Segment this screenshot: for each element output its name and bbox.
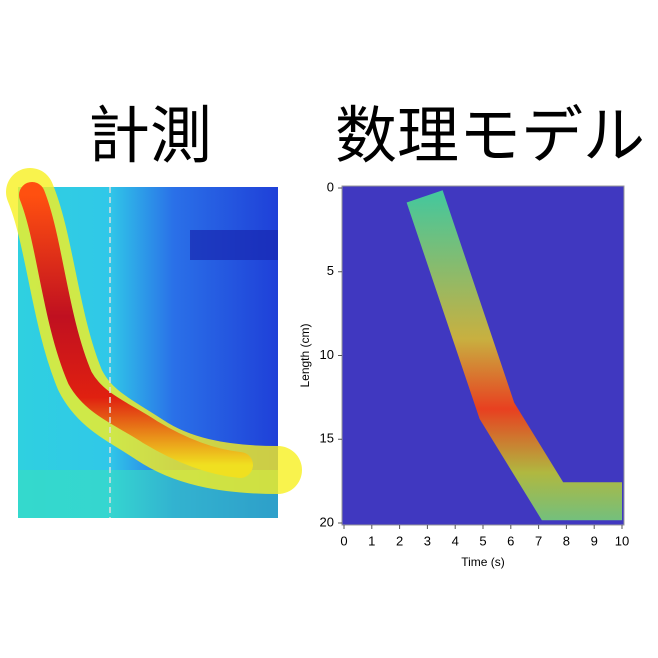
low-region — [190, 230, 278, 260]
x-tick-label: 6 — [507, 533, 514, 548]
y-tick-label: 5 — [327, 263, 334, 278]
y-tick-label: 20 — [320, 514, 334, 529]
x-tick-label: 2 — [396, 533, 403, 548]
ridge — [19, 182, 253, 478]
y-axis-label: Length (cm) — [298, 323, 312, 387]
x-tick-label: 7 — [535, 533, 542, 548]
x-tick-label: 5 — [479, 533, 486, 548]
y-tick-label: 10 — [320, 347, 334, 362]
x-tick-label: 4 — [452, 533, 459, 548]
x-axis-label: Time (s) — [461, 555, 505, 569]
x-tick-label: 8 — [563, 533, 570, 548]
x-tick-label: 10 — [615, 533, 629, 548]
measurement-image — [6, 168, 302, 518]
y-tick-label: 15 — [320, 431, 334, 446]
y-tick-label: 0 — [327, 179, 334, 194]
x-tick-label: 1 — [368, 533, 375, 548]
model-band — [406, 190, 622, 521]
x-tick-label: 3 — [424, 533, 431, 548]
x-tick-label: 9 — [591, 533, 598, 548]
x-tick-label: 0 — [340, 533, 347, 548]
right-title: 数理モデル — [335, 99, 645, 172]
left-title: 計測 — [88, 99, 212, 172]
